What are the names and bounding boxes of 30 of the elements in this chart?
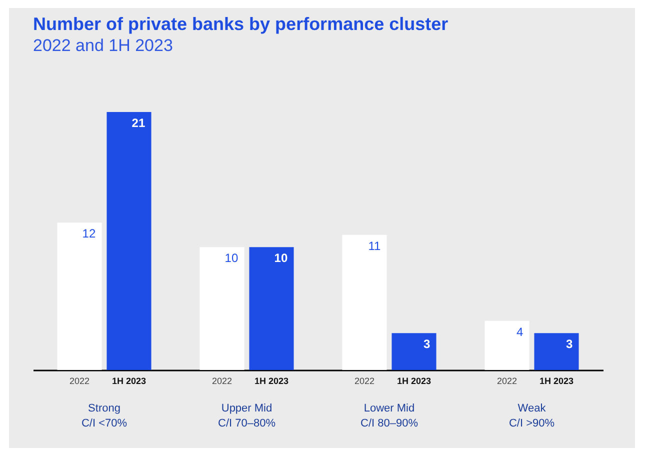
bar xyxy=(484,320,530,370)
bar xyxy=(392,333,436,370)
bar xyxy=(342,234,387,370)
text: 2022 xyxy=(496,376,518,386)
data-label: 4 xyxy=(516,324,524,339)
data-label: 11 xyxy=(368,238,381,253)
bar xyxy=(249,247,294,370)
data-label: 12 xyxy=(82,226,96,241)
bar xyxy=(534,333,579,370)
text: 1H 2023 xyxy=(254,376,289,386)
x-tick-label: Upper Mid C/I 70–80% xyxy=(218,402,276,430)
data-label: 10 xyxy=(224,251,238,266)
data-label: 21 xyxy=(132,116,146,130)
data-label: 10 xyxy=(274,251,288,266)
chart-subtitle: 2022 and 1H 2023 xyxy=(33,36,173,55)
x-tick-label: Weak C/I >90% xyxy=(508,402,555,430)
data-label: 3 xyxy=(566,337,573,352)
data-label: 3 xyxy=(423,337,430,352)
text: 1H 2023 xyxy=(396,376,432,386)
text: 2022 xyxy=(354,376,375,386)
series-label: 1H 2023 xyxy=(112,376,146,386)
chart-title: Number of private banks by performance cluster xyxy=(33,14,448,34)
text: 1H 2023 xyxy=(539,376,574,386)
x-tick-label: Lower Mid C/I 80–90% xyxy=(360,402,418,430)
x-tick-label: Strong C/I <70% xyxy=(81,402,128,430)
bar xyxy=(200,247,244,370)
text: 2022 xyxy=(212,376,232,386)
bar xyxy=(57,222,102,370)
bar xyxy=(106,112,152,370)
series-label: 2022 xyxy=(69,376,90,386)
